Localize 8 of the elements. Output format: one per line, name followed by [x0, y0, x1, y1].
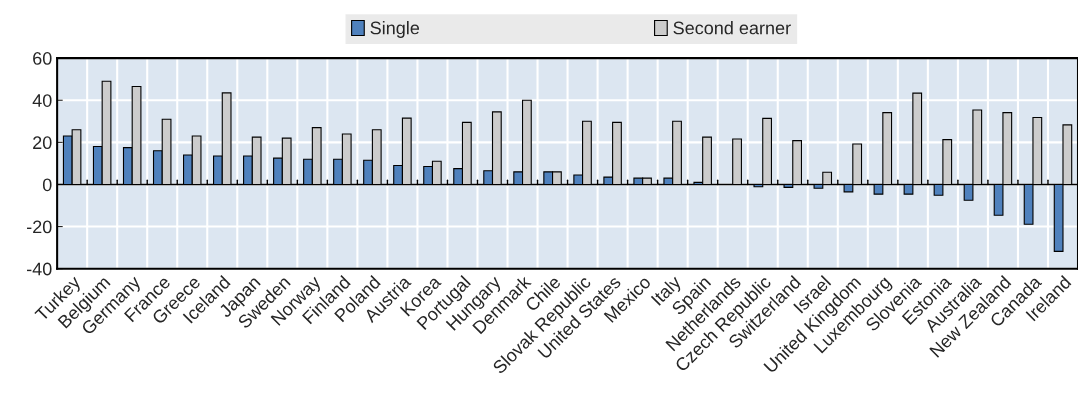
y-tick-label: 40	[32, 94, 52, 107]
y-tick-label: -20	[26, 220, 52, 234]
y-tick-label: 60	[33, 52, 52, 65]
y-tick-label: 20	[33, 136, 52, 150]
y-tick-label: 0	[42, 178, 52, 192]
legend-label: Single	[370, 21, 420, 38]
legend-label: Second earner	[673, 21, 791, 35]
y-tick-label: -40	[26, 262, 52, 276]
